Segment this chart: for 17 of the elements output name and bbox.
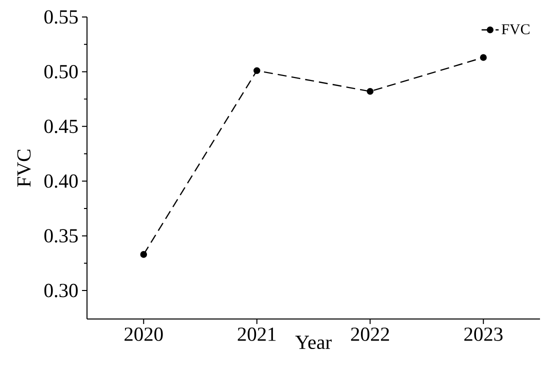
x-tick-label: 2023	[464, 328, 503, 341]
point	[253, 67, 260, 74]
y-tick-label: 0.40	[44, 174, 78, 188]
point	[480, 54, 487, 61]
x-tick-label: 2021	[238, 328, 276, 341]
point	[140, 251, 148, 258]
y-axis-title: FVC	[17, 150, 31, 187]
x-axis-title: Year	[295, 336, 332, 350]
y-tick-label: 0.50	[44, 64, 78, 78]
point	[366, 88, 374, 95]
y-tick-label: 0.55	[44, 10, 78, 24]
x-tick-label: 2022	[351, 328, 389, 341]
y-tick-label: 0.45	[44, 120, 78, 134]
legend-label: FVC	[502, 24, 530, 34]
y-tick-label: 0.35	[44, 229, 78, 243]
y-tick-label: 0.30	[44, 284, 78, 298]
x-tick-label: 2020	[124, 328, 163, 341]
